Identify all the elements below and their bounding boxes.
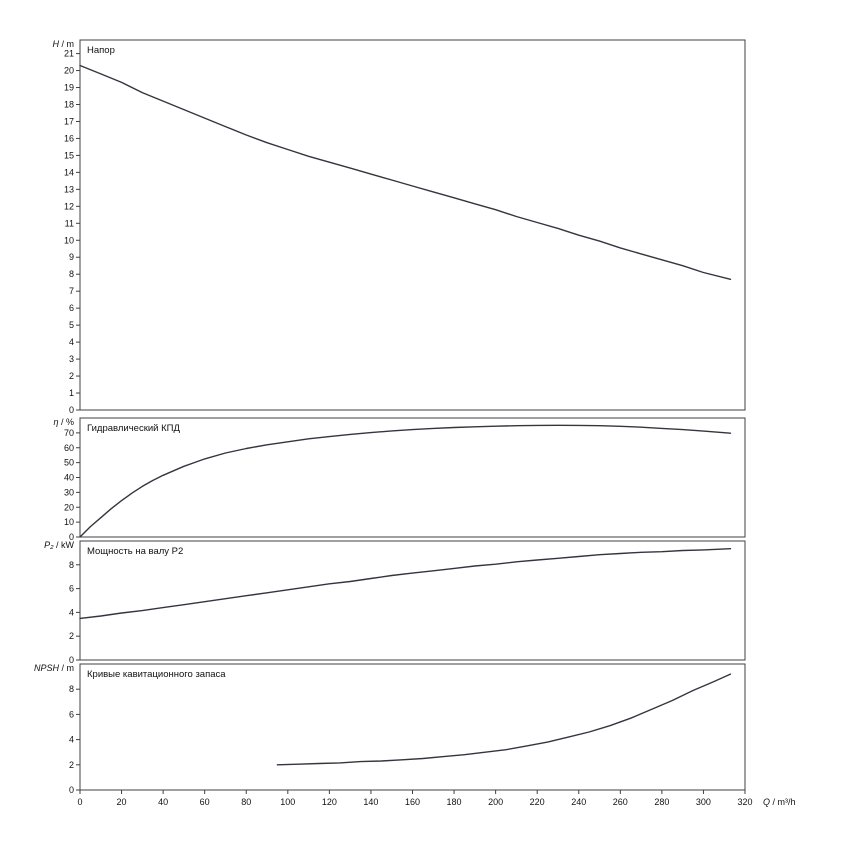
y-tick-label: 10 [64,235,74,245]
x-tick-label: 60 [200,797,210,807]
y-tick-label: 11 [65,218,74,228]
panel-title-head: Напор [87,45,115,56]
y-tick-label: 50 [64,458,74,468]
axis-label-efficiency: η / % [53,417,74,427]
curve-head [79,64,732,280]
x-tick-label: 0 [77,797,82,807]
y-tick-label: 13 [64,184,74,194]
y-tick-label: 8 [69,560,74,570]
y-tick-label: 0 [69,785,74,795]
y-tick-label: 40 [64,473,74,483]
y-tick-label: 2 [69,631,74,641]
y-tick-label: 10 [64,517,74,527]
axis-label-npsh: NPSH / m [34,663,74,673]
y-tick-label: 4 [69,607,74,617]
y-tick-label: 70 [64,428,74,438]
y-tick-label: 9 [69,252,74,262]
x-tick-label: 20 [117,797,127,807]
chart-panel-npsh: 0 2 4 6 8 NPSH / m Кривые кавитационного запас… [34,663,746,795]
x-tick-label: 220 [530,797,545,807]
y-tick-label: 0 [69,532,74,542]
y-tick-label: 15 [64,150,74,160]
panel-title-power: Мощность на валу P2 [87,546,183,557]
chart-panel-power: 0 2 4 6 8 P₂ / kW Мощность на валу P2 [44,540,746,665]
x-tick-label: 260 [613,797,628,807]
y-tick-label: 16 [64,133,74,143]
x-tick-label: 120 [322,797,337,807]
panel-frame-efficiency [79,417,746,538]
y-tick-label: 2 [69,371,74,381]
x-tick-label: 40 [158,797,168,807]
y-tick-label: 0 [69,405,74,415]
y-tick-label: 14 [64,167,74,177]
x-axis-label: Q / m³/h [763,797,796,807]
curve-power [79,548,732,620]
panel-frame-power [79,540,746,661]
x-tick-label: 280 [654,797,669,807]
x-tick-label: 180 [447,797,462,807]
y-tick-label: 3 [69,354,74,364]
y-tick-label: 17 [64,116,74,126]
x-tick-label: 140 [363,797,378,807]
x-tick-label: 200 [488,797,503,807]
chart-panel-efficiency: 0 10 20 30 40 50 60 70η / % Гидравлический КПД [53,417,746,542]
y-tick-label: 20 [64,66,74,76]
y-tick-label: 8 [69,269,74,279]
y-tick-label: 21 [64,49,74,59]
x-tick-label: 300 [696,797,711,807]
x-tick-label: 80 [241,797,251,807]
curve-npsh [276,673,732,766]
y-tick-label: 6 [69,303,74,313]
y-tick-label: 30 [64,487,74,497]
axis-label-head: H / m [53,39,75,49]
panel-frame-head [79,39,746,411]
panel-title-npsh: Кривые кавитационного запаса [87,669,226,680]
panel-frame-npsh [79,663,746,791]
y-tick-label: 60 [64,443,74,453]
y-tick-label: 19 [64,83,74,93]
y-tick-label: 8 [69,684,74,694]
x-tick-label: 160 [405,797,420,807]
x-tick-label: 100 [280,797,295,807]
axis-label-power: P₂ / kW [44,540,74,550]
y-tick-label: 4 [69,735,74,745]
y-tick-label: 5 [69,320,74,330]
y-tick-label: 18 [64,99,74,109]
y-tick-label: 6 [69,584,74,594]
x-tick-label: 240 [571,797,586,807]
x-axis: 0 20 40 60 80 100 120 140 160 180 200 220 240 260 280 3… [77,790,796,807]
y-tick-label: 12 [64,201,74,211]
y-tick-label: 6 [69,709,74,719]
y-tick-label: 1 [69,388,74,398]
y-tick-label: 2 [69,760,74,770]
y-tick-label: 0 [69,655,74,665]
y-tick-label: 7 [69,286,74,296]
x-tick-label: 320 [737,797,752,807]
panel-title-efficiency: Гидравлический КПД [87,423,180,434]
y-tick-label: 20 [64,502,74,512]
curve-efficiency [79,424,732,538]
y-tick-label: 4 [69,337,74,347]
